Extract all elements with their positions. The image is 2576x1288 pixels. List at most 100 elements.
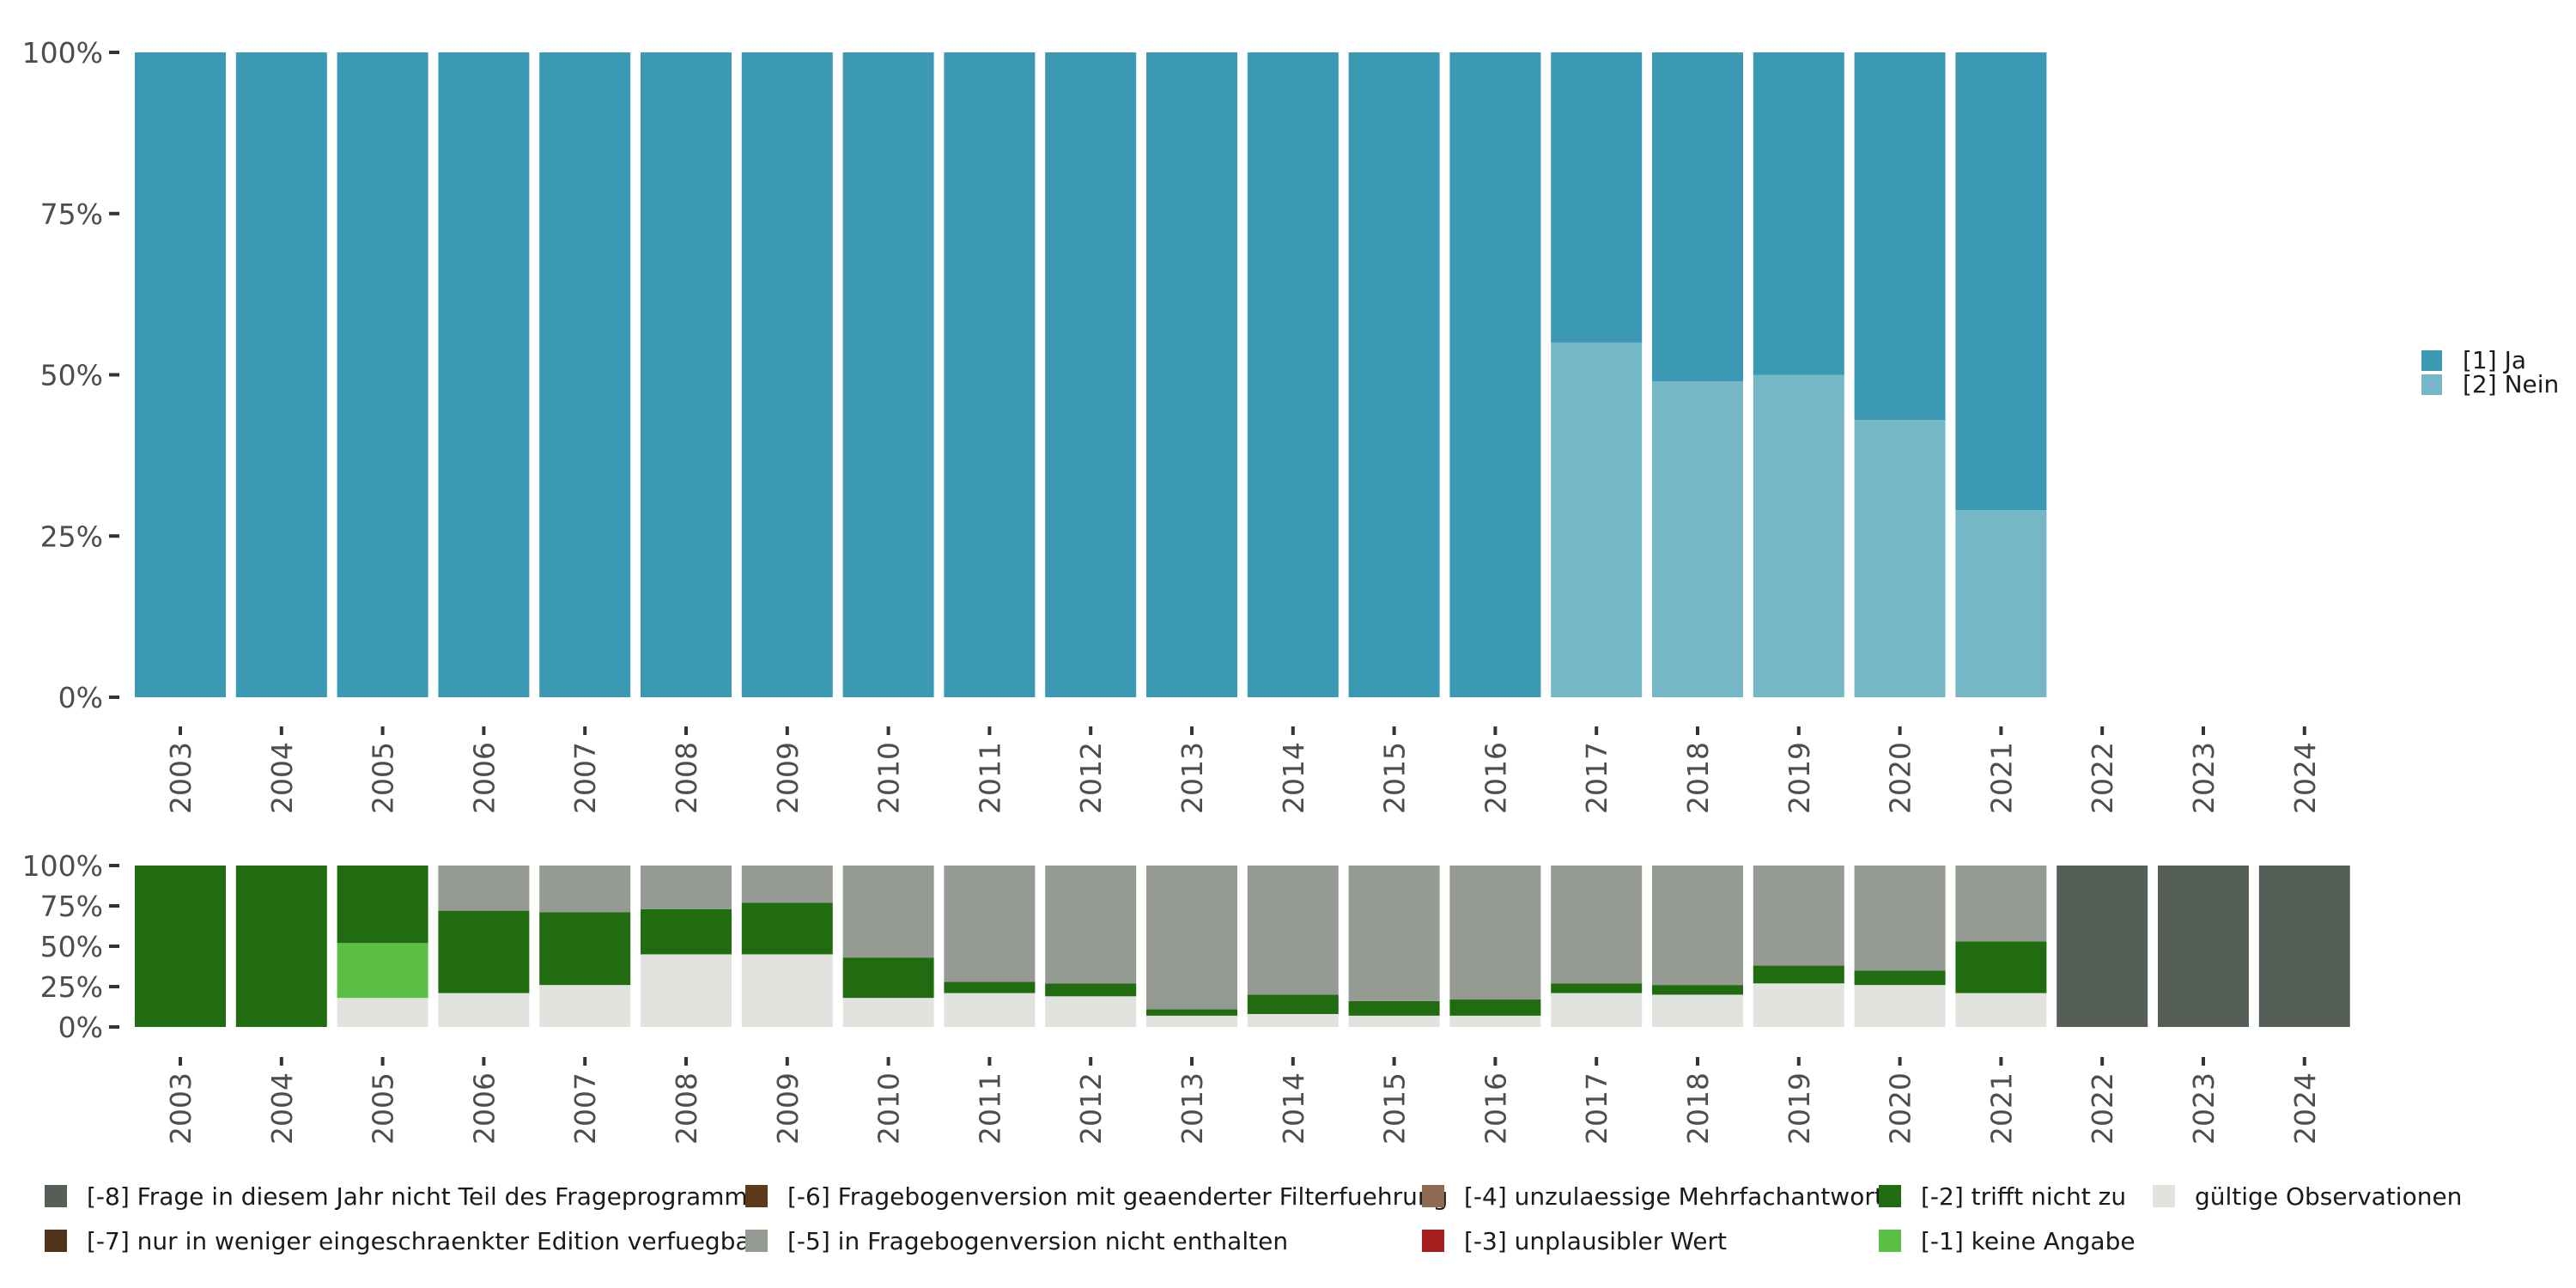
- legend-swatch: [745, 1230, 768, 1252]
- y-tick-label: 0%: [58, 681, 103, 714]
- x-tick-label: 2018: [1681, 1072, 1715, 1145]
- legend-label: gültige Observationen: [2195, 1182, 2462, 1211]
- y-tick-label: 75%: [40, 197, 103, 231]
- legend-swatch: [745, 1185, 768, 1207]
- bar-segment-2007-1: [539, 52, 631, 697]
- bar-segment-2004-1: [235, 52, 327, 697]
- bar-segment-2007-2: [539, 912, 631, 986]
- bar-segment-2013-2: [1146, 1009, 1237, 1016]
- bar-segment-2017-0: [1551, 342, 1643, 697]
- y-tick-label: 100%: [22, 36, 103, 70]
- x-tick-label: 2004: [265, 1072, 299, 1145]
- bar-segment-2013-3: [1146, 866, 1237, 1010]
- bar-segment-2014-0: [1247, 1013, 1339, 1027]
- bar-segment-2018-2: [1652, 985, 1743, 995]
- legend-label: [-1] keine Angabe: [1921, 1227, 2136, 1255]
- bar-segment-2010-1: [842, 52, 934, 697]
- x-tick-label: 2020: [1884, 742, 1917, 814]
- legend-swatch: [45, 1185, 67, 1207]
- x-tick-label: 2012: [1074, 742, 1108, 814]
- bar-segment-2012-2: [1045, 983, 1137, 997]
- bar-segment-2004-2: [235, 866, 327, 1027]
- bar-segment-2011-3: [944, 866, 1036, 982]
- bar-segment-2016-3: [1449, 866, 1541, 1000]
- x-tick-label: 2022: [2086, 1072, 2119, 1145]
- bar-segment-2020-2: [1854, 970, 1946, 986]
- bar-segment-2009-0: [741, 954, 833, 1027]
- x-tick-label: 2013: [1176, 1072, 1209, 1145]
- bar-segment-2008-1: [641, 52, 732, 697]
- legend-swatch: [2153, 1185, 2175, 1207]
- x-tick-label: 2003: [164, 1072, 197, 1145]
- legend-label: [-3] unplausibler Wert: [1464, 1227, 1727, 1255]
- bar-segment-2020-1: [1854, 52, 1946, 421]
- x-tick-label: 2023: [2187, 1072, 2221, 1145]
- bar-segment-2016-0: [1449, 1015, 1541, 1027]
- bar-segment-2013-1: [1146, 52, 1237, 697]
- x-tick-label: 2005: [367, 1072, 400, 1145]
- bar-segment-2010-3: [842, 866, 934, 958]
- x-tick-label: 2007: [568, 1072, 602, 1145]
- legend-label: [-5] in Fragebogenversion nicht enthalte…: [787, 1227, 1288, 1255]
- y-tick-label: 25%: [40, 970, 103, 1004]
- x-tick-label: 2006: [467, 742, 501, 814]
- bar-segment-2019-2: [1753, 965, 1844, 984]
- x-tick-label: 2024: [2288, 742, 2322, 814]
- bar-segment-2008-0: [641, 954, 732, 1027]
- x-tick-label: 2015: [1378, 742, 1412, 814]
- bar-segment-2020-0: [1854, 420, 1946, 697]
- legend-label: [-2] trifft nicht zu: [1921, 1182, 2126, 1211]
- bar-segment-2017-2: [1551, 983, 1643, 993]
- bar-segment-2010-0: [842, 998, 934, 1027]
- legend-swatch: [1879, 1185, 1901, 1207]
- x-tick-label: 2006: [467, 1072, 501, 1145]
- bottom-chart-panel: 0% 25% 50% 75% 100% 2003 2004 2005 2006 2007 2008 2…: [22, 849, 2350, 1145]
- y-tick-label: 75%: [40, 890, 103, 923]
- bar-segment-2013-0: [1146, 1015, 1237, 1027]
- x-tick-label: 2016: [1479, 1072, 1512, 1145]
- bar-segment-2012-0: [1045, 996, 1137, 1027]
- bar-segment-2021-1: [1955, 52, 2047, 511]
- x-tick-label: 2023: [2187, 742, 2221, 814]
- x-tick-label: 2009: [771, 1072, 805, 1145]
- x-tick-label: 2019: [1783, 1072, 1816, 1145]
- x-tick-label: 2007: [568, 742, 602, 814]
- bar-segment-2016-1: [1449, 52, 1541, 697]
- bar-segment-2019-1: [1753, 52, 1844, 375]
- bar-segment-2022-4: [2057, 866, 2148, 1027]
- bar-segment-2021-3: [1955, 866, 2047, 942]
- bar-segment-2019-0: [1753, 983, 1844, 1027]
- bar-segment-2007-3: [539, 866, 631, 913]
- bar-segment-2018-0: [1652, 381, 1743, 697]
- x-tick-label: 2008: [670, 742, 703, 814]
- legend-label: [1] Ja: [2463, 346, 2526, 374]
- legend-swatch: [1422, 1230, 1444, 1252]
- legend-swatch: [1879, 1230, 1901, 1252]
- bar-segment-2009-1: [741, 52, 833, 697]
- x-tick-label: 2011: [973, 742, 1006, 814]
- x-tick-label: 2015: [1378, 1072, 1412, 1145]
- bar-segment-2011-0: [944, 993, 1036, 1027]
- bar-segment-2003-1: [135, 52, 226, 697]
- bar-segment-2021-0: [1955, 993, 2047, 1027]
- bar-segment-2006-2: [438, 910, 530, 993]
- y-tick-label: 0%: [58, 1011, 103, 1044]
- x-tick-label: 2008: [670, 1072, 703, 1145]
- y-tick-label: 25%: [40, 519, 103, 553]
- bar-segment-2017-3: [1551, 866, 1643, 984]
- bar-segment-2003-2: [135, 866, 226, 1027]
- bar-segment-2016-2: [1449, 999, 1541, 1016]
- y-tick-label: 50%: [40, 930, 103, 963]
- legend-bottom: [-8] Frage in diesem Jahr nicht Teil des…: [45, 1182, 2462, 1255]
- bar-segment-2005-1: [337, 52, 428, 697]
- bar-segment-2019-0: [1753, 374, 1844, 697]
- legend-swatch: [45, 1230, 67, 1252]
- x-tick-label: 2024: [2288, 1072, 2322, 1145]
- x-tick-label: 2021: [1984, 1072, 2018, 1145]
- bar-segment-2010-2: [842, 957, 934, 999]
- legend-swatch: [2421, 374, 2442, 395]
- y-tick-label: 100%: [22, 849, 103, 883]
- x-tick-label: 2010: [872, 742, 906, 814]
- legend-right: [1] Ja[2] Nein: [2421, 346, 2559, 398]
